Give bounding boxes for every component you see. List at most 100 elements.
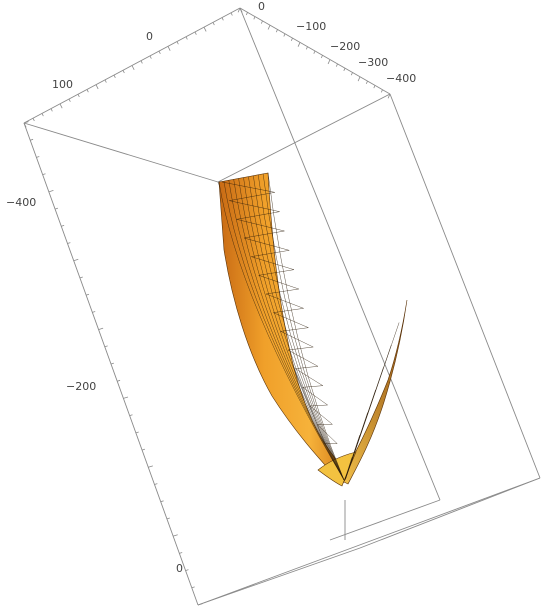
box-edge — [239, 7, 441, 501]
mesh-line — [218, 181, 345, 481]
tick-label: −400 — [6, 196, 36, 209]
tick-label: −400 — [386, 72, 416, 85]
box-edge — [217, 93, 391, 183]
surface-mesh — [218, 172, 400, 482]
axis-tick — [104, 345, 108, 348]
tick-label: 0 — [146, 30, 153, 43]
axis-tick — [158, 50, 161, 55]
mesh-line — [302, 387, 328, 406]
axis-tick — [98, 327, 104, 330]
mesh-line — [287, 346, 314, 351]
mesh-line — [309, 404, 328, 407]
axis-tick — [141, 448, 146, 451]
mesh-line — [229, 192, 275, 201]
axis-tick — [305, 46, 308, 50]
mesh-line — [251, 250, 290, 257]
axis-tick — [86, 89, 89, 93]
axis-tick — [129, 414, 133, 417]
mesh-line — [345, 322, 400, 479]
axis-tick — [173, 534, 178, 537]
axis-tick — [185, 569, 189, 571]
axis-tick — [117, 379, 121, 382]
axis-tick — [42, 173, 46, 176]
axis-tick — [245, 12, 248, 16]
axis-tick — [320, 55, 323, 59]
axis-tick — [230, 12, 233, 16]
axis-tick — [327, 59, 331, 65]
mesh-line — [258, 275, 299, 290]
axis-tick — [203, 26, 207, 32]
axis-tick — [197, 603, 203, 606]
mesh-line — [233, 179, 345, 481]
mesh-line — [258, 269, 295, 276]
axis-tick — [135, 431, 139, 434]
axis-tick — [23, 122, 27, 128]
top-left-axis-labels: 100 0 — [52, 30, 153, 91]
axis-tick — [48, 190, 54, 193]
axis-tick — [32, 118, 35, 122]
mesh-line — [251, 256, 295, 270]
mesh-line — [236, 219, 285, 232]
surface-right-wing — [339, 299, 408, 485]
axis-tick — [191, 586, 195, 589]
axis-tick — [110, 362, 114, 365]
axis-tick — [148, 465, 153, 468]
axis-tick — [104, 79, 107, 83]
axis-tick — [154, 483, 158, 485]
tick-label: −200 — [330, 40, 360, 53]
axis-tick — [77, 94, 80, 98]
mesh-line — [267, 172, 345, 481]
mesh-line — [265, 293, 304, 309]
mesh-line — [243, 230, 285, 239]
axis-tick — [131, 65, 135, 70]
axis-tick — [283, 33, 286, 37]
axis-tick — [194, 31, 197, 35]
axis-tick — [160, 500, 164, 503]
mesh-line — [317, 424, 338, 444]
mesh-line — [295, 368, 323, 386]
axis-tick — [260, 20, 263, 24]
surface — [218, 172, 408, 487]
axis-tick — [185, 36, 188, 40]
axis-tick — [267, 25, 271, 30]
axis-tick — [79, 276, 83, 279]
mesh-line — [287, 349, 319, 367]
box-edge — [389, 93, 541, 479]
box-edge — [197, 477, 541, 606]
mesh-line — [280, 327, 309, 332]
axis-tick — [313, 50, 316, 54]
axis-tick — [30, 138, 34, 141]
mesh-line — [273, 308, 304, 313]
axis-tick — [41, 113, 44, 117]
axis-tick — [373, 85, 376, 89]
top-right-axis-labels: 0 −100 −200 −300 −400 — [258, 0, 416, 85]
axis-tick — [67, 242, 71, 244]
mesh-line — [223, 181, 345, 481]
axis-tick — [86, 293, 90, 296]
axis-tick — [61, 225, 65, 227]
axis-tick — [239, 7, 243, 13]
mesh-line — [265, 288, 299, 295]
tick-label: 100 — [52, 78, 73, 91]
axis-tick — [237, 7, 241, 13]
axis-tick — [350, 72, 353, 76]
tick-label: −300 — [358, 56, 388, 69]
mesh-line — [221, 181, 275, 193]
mesh-line — [229, 200, 280, 212]
axis-tick — [54, 207, 59, 210]
axis-tick — [149, 55, 152, 59]
axis-tick — [221, 17, 224, 21]
axis-tick — [176, 41, 179, 45]
box-edge — [23, 122, 219, 183]
box-edge — [197, 547, 361, 606]
axis-tick — [95, 84, 99, 90]
mesh-line — [238, 178, 345, 481]
mesh-line — [262, 173, 345, 481]
axis-tick — [380, 89, 383, 93]
mesh-line — [228, 180, 345, 481]
axis-tick — [113, 74, 116, 78]
tick-label: −200 — [66, 380, 96, 393]
axis-tick — [335, 63, 338, 67]
axis-tick — [68, 98, 71, 102]
